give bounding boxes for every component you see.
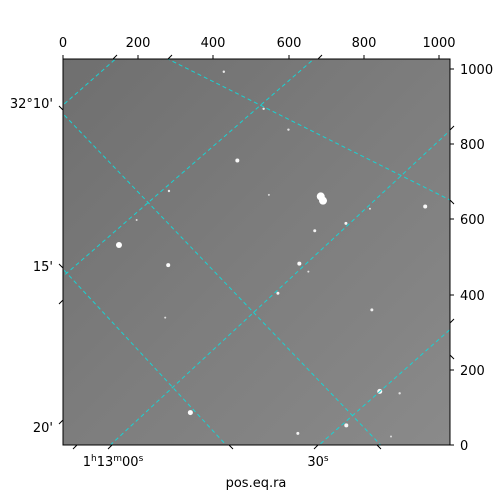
star-point	[319, 196, 328, 205]
right-pixel-axis: 0 200 400 600 800 1000	[450, 63, 493, 454]
coordinate-grid	[63, 59, 450, 445]
world-axis-ticks	[58, 54, 455, 450]
star-point	[344, 221, 348, 225]
ra-label: 30s	[307, 454, 329, 470]
star-point	[370, 308, 374, 312]
star-point	[287, 128, 290, 131]
star-point	[167, 189, 171, 193]
right-tick-label: 200	[460, 364, 485, 379]
star-point	[164, 316, 167, 319]
star-point	[313, 229, 317, 233]
dec-label: 32°10'	[10, 97, 53, 112]
dec-label: 20'	[33, 421, 53, 436]
star-point	[368, 207, 371, 210]
top-tick-label: 600	[277, 36, 302, 51]
top-tick-label: 1000	[422, 36, 455, 51]
star-point	[296, 431, 300, 435]
star-point	[166, 263, 171, 268]
top-tick-label: 200	[126, 36, 151, 51]
plot-frame	[62, 58, 451, 446]
ra-label: 1h13m00s	[83, 454, 144, 470]
dec-grid-line-2	[63, 113, 382, 445]
sky-image	[63, 59, 450, 445]
star-point	[262, 107, 265, 110]
dec-axis-labels: 32°10' 15' 20'	[10, 97, 53, 436]
right-tick-label: 0	[460, 439, 468, 454]
star-point	[115, 242, 122, 249]
stars-layer	[115, 70, 428, 438]
x-axis-label: pos.eq.ra	[226, 476, 287, 491]
right-tick-label: 1000	[460, 63, 493, 78]
ra-grid-line-3	[109, 129, 450, 445]
top-tick-label: 400	[201, 36, 226, 51]
dec-label: 15'	[33, 260, 53, 275]
star-point	[276, 291, 280, 295]
right-tick-label: 800	[460, 138, 485, 153]
ra-grid-line-2	[63, 59, 315, 278]
star-point	[187, 410, 193, 416]
top-pixel-axis: 0 200 400 600 800 1000	[59, 36, 456, 59]
ra-axis-labels: 1h13m00s 30s	[83, 454, 329, 470]
star-point	[344, 423, 349, 428]
star-point	[297, 261, 302, 266]
star-point	[398, 392, 401, 395]
ra-grid-line-4	[318, 328, 450, 445]
star-point	[423, 204, 428, 209]
top-tick-label: 0	[59, 36, 67, 51]
right-tick-label: 600	[460, 213, 485, 228]
dec-grid-line-1	[166, 59, 450, 201]
top-tick-label: 800	[352, 36, 377, 51]
star-point	[267, 193, 270, 196]
star-point	[390, 435, 393, 438]
star-point	[307, 270, 310, 273]
star-point	[222, 70, 226, 73]
right-tick-label: 400	[460, 289, 485, 304]
star-point	[235, 158, 240, 163]
star-point	[135, 218, 138, 221]
dec-grid-line-3	[63, 268, 227, 445]
